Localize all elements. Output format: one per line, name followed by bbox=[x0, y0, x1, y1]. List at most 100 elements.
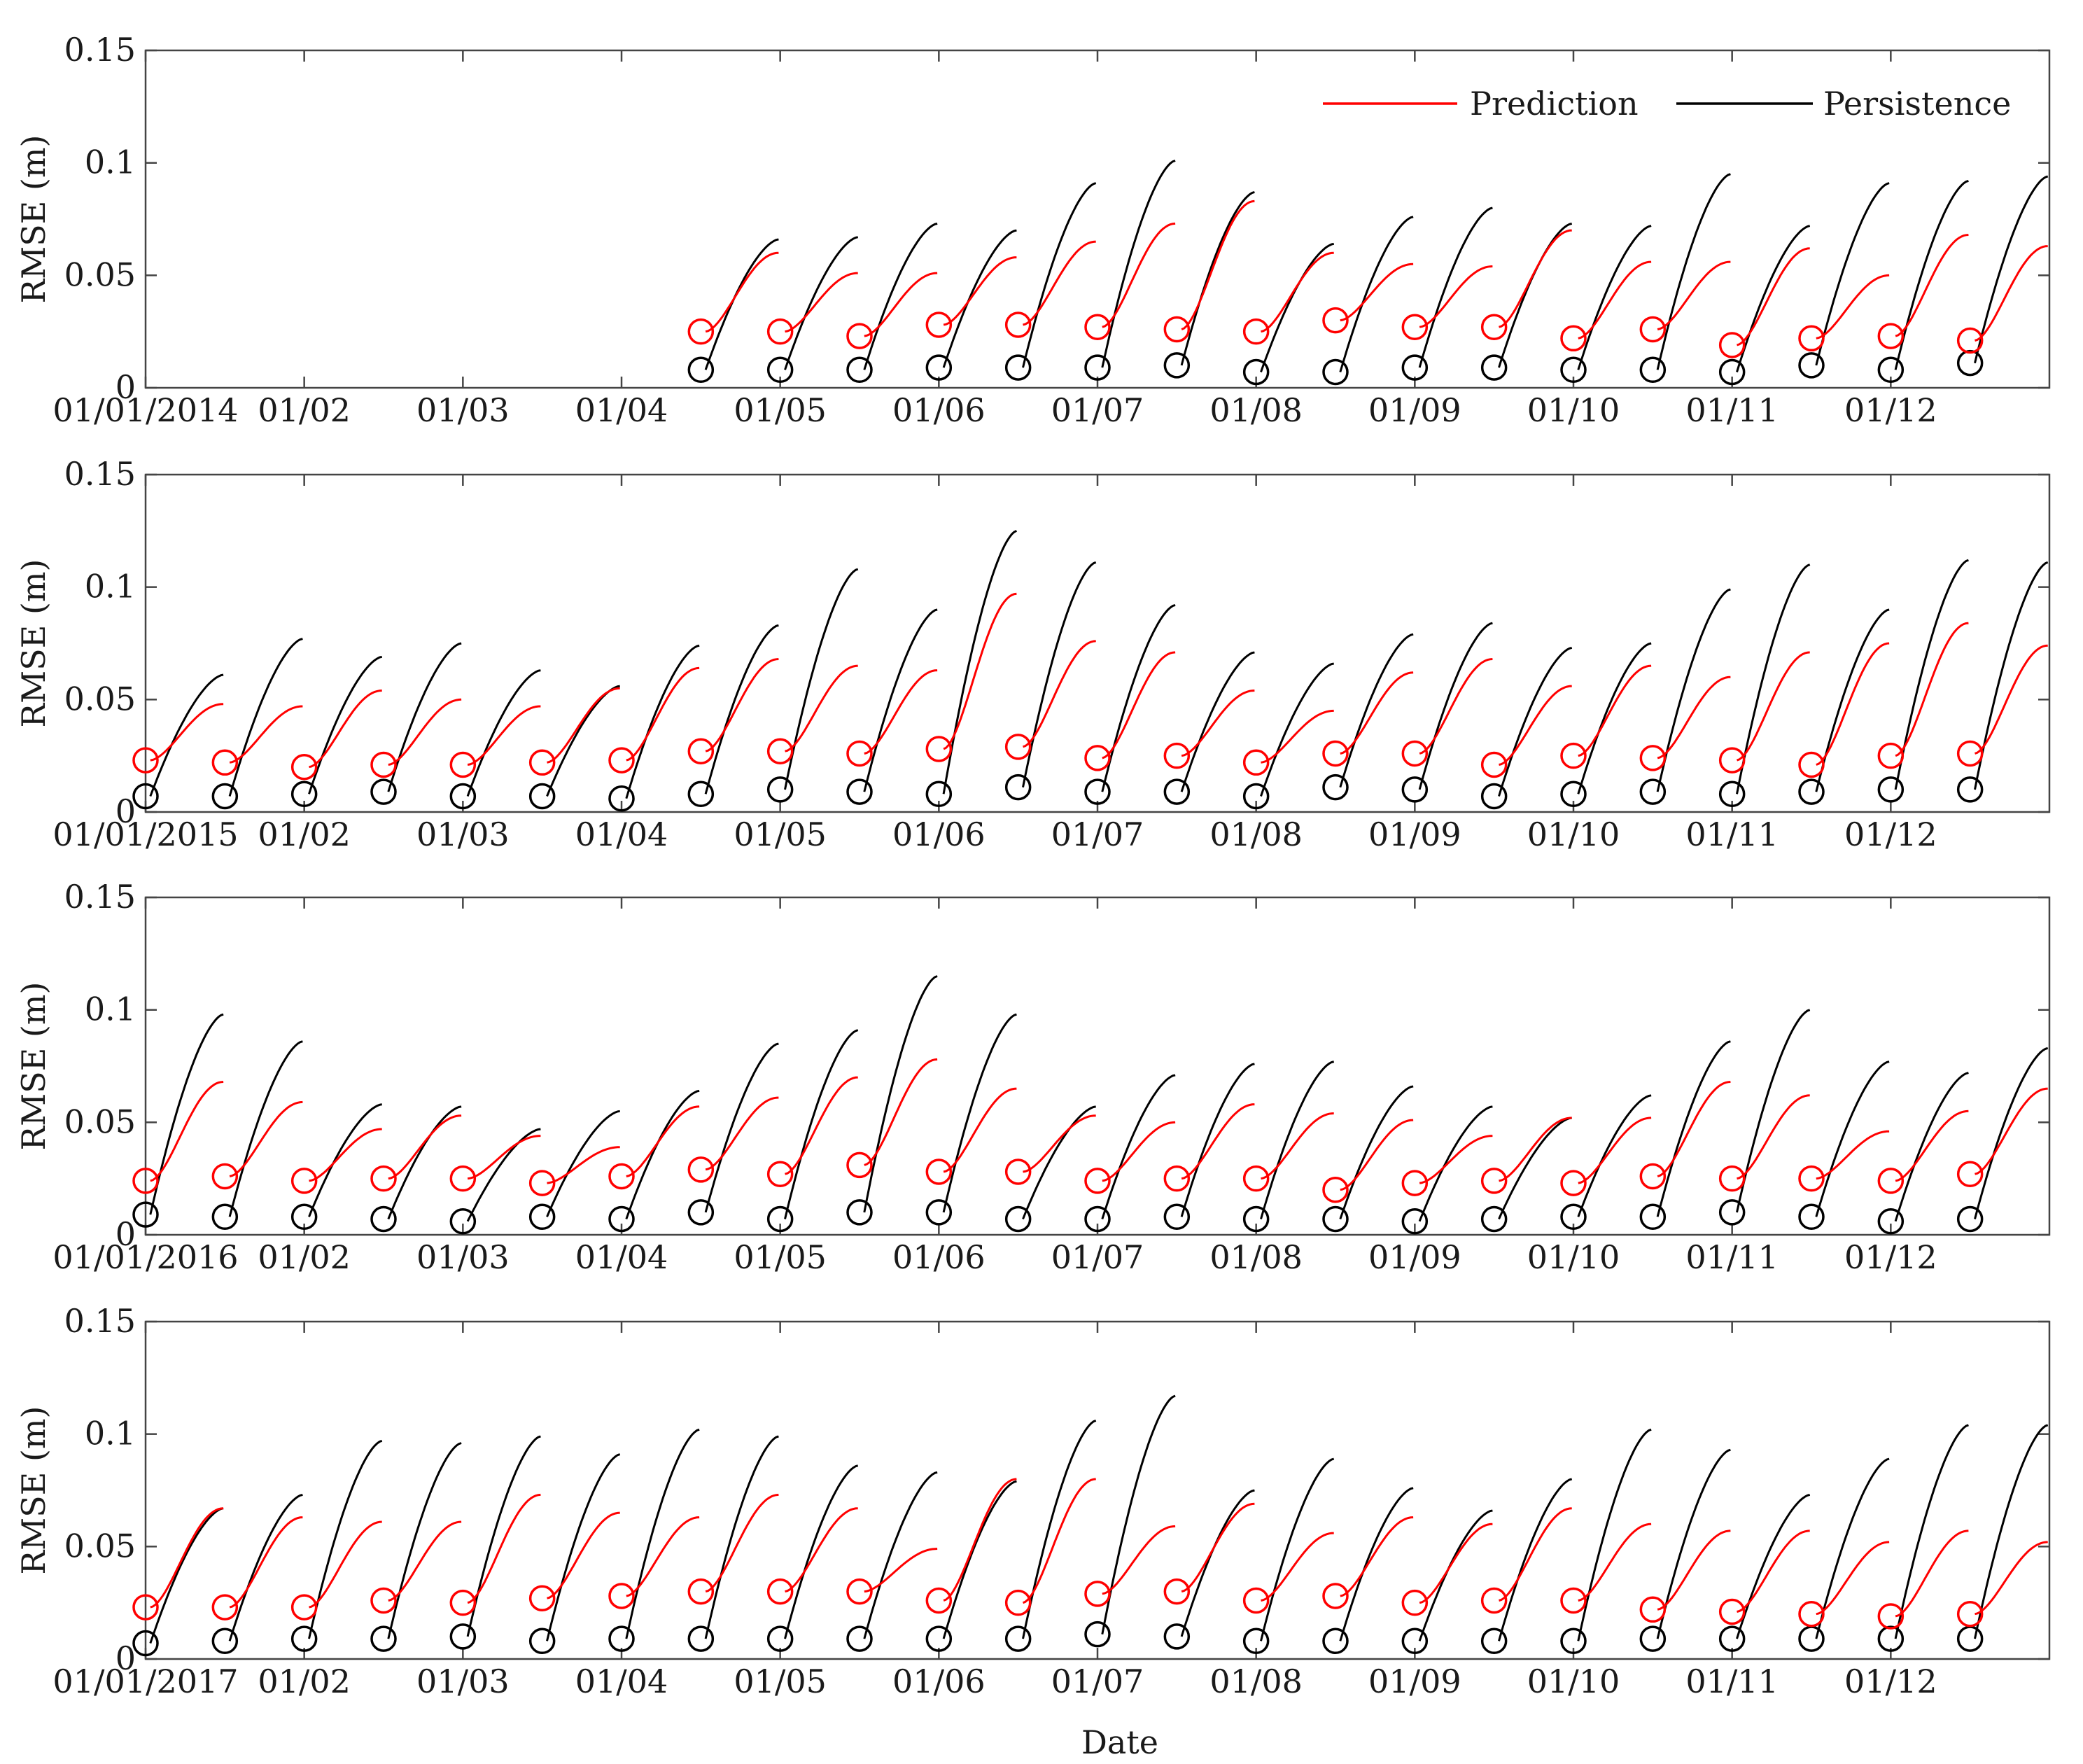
persistence-line bbox=[625, 644, 700, 799]
persistence-marker bbox=[1877, 356, 1905, 384]
prediction-line bbox=[229, 1516, 303, 1609]
persistence-marker bbox=[608, 785, 635, 812]
prediction-marker bbox=[1877, 1168, 1905, 1194]
persistence-marker bbox=[608, 1205, 635, 1233]
prediction-line bbox=[1975, 1087, 2048, 1175]
persistence-marker bbox=[1798, 778, 1825, 805]
persistence-marker bbox=[528, 1203, 556, 1231]
prediction-marker bbox=[1877, 742, 1905, 769]
persistence-marker bbox=[925, 354, 953, 381]
persistence-marker bbox=[449, 783, 477, 810]
persistence-line bbox=[1339, 216, 1414, 372]
prediction-line bbox=[1895, 1530, 1969, 1618]
persistence-marker bbox=[1956, 1625, 1984, 1652]
persistence-marker bbox=[1480, 1205, 1508, 1233]
persistence-line bbox=[1894, 559, 1969, 790]
prediction-marker bbox=[1322, 1176, 1349, 1203]
persistence-marker bbox=[1004, 1205, 1032, 1233]
persistence-marker bbox=[846, 778, 873, 805]
prediction-line bbox=[943, 1087, 1017, 1173]
persistence-line bbox=[1339, 633, 1414, 788]
prediction-marker bbox=[1956, 1600, 1984, 1628]
x-tick-label: 01/09 bbox=[1368, 1238, 1461, 1276]
persistence-marker bbox=[846, 356, 873, 384]
persistence-line bbox=[1577, 642, 1652, 794]
prediction-marker bbox=[1163, 742, 1191, 769]
persistence-line bbox=[1974, 175, 2049, 364]
prediction-line bbox=[229, 705, 303, 764]
panel-2014: 0 0.05 0.1 0.15 01/01/2014 01/02 01/03 01/04 01/… bbox=[15, 31, 2051, 429]
prediction-marker bbox=[1242, 749, 1270, 776]
persistence-line bbox=[784, 568, 859, 790]
prediction-marker bbox=[1163, 1578, 1191, 1605]
prediction-marker bbox=[1401, 740, 1429, 767]
persistence-marker bbox=[1242, 1205, 1270, 1233]
prediction-line bbox=[705, 1493, 779, 1593]
persistence-marker bbox=[687, 356, 715, 384]
y-axis-label: RMSE (m) bbox=[15, 559, 52, 728]
y-axis-label: RMSE (m) bbox=[15, 135, 52, 304]
prediction-marker bbox=[1084, 314, 1111, 340]
prediction-marker bbox=[211, 1594, 239, 1620]
persistence-line bbox=[1418, 1509, 1493, 1642]
prediction-line bbox=[1261, 1112, 1334, 1180]
prediction-line bbox=[785, 272, 858, 333]
prediction-line bbox=[150, 1081, 224, 1182]
prediction-marker bbox=[1718, 747, 1746, 774]
persistence-marker bbox=[1877, 776, 1905, 803]
prediction-line bbox=[1181, 1103, 1255, 1180]
x-tick-label: 01/07 bbox=[1051, 1662, 1144, 1700]
prediction-line bbox=[467, 705, 541, 766]
y-tick-label: 0 bbox=[115, 1215, 136, 1253]
prediction-line bbox=[626, 666, 700, 762]
prediction-line bbox=[1023, 240, 1096, 326]
persistence-line bbox=[1101, 1074, 1176, 1219]
persistence-marker bbox=[1718, 1625, 1746, 1652]
prediction-line bbox=[1419, 658, 1493, 755]
prediction-marker bbox=[1084, 745, 1111, 771]
persistence-marker bbox=[1718, 780, 1746, 808]
persistence-line bbox=[1498, 1116, 1572, 1220]
prediction-line bbox=[1181, 690, 1255, 757]
x-tick-label: 01/09 bbox=[1368, 816, 1461, 853]
x-tick-label: 01/11 bbox=[1685, 1238, 1779, 1276]
persistence-line bbox=[942, 1480, 1017, 1639]
x-tick-label: 01/08 bbox=[1209, 1238, 1303, 1276]
prediction-line bbox=[1102, 222, 1176, 328]
persistence-marker bbox=[211, 1203, 239, 1231]
x-tick-label: 01/03 bbox=[416, 816, 510, 853]
prediction-marker bbox=[766, 738, 794, 764]
persistence-line bbox=[1260, 242, 1335, 372]
panel-2016: 0 0.05 0.1 0.15 01/01/2016 01/02 01/03 01/04 01/… bbox=[15, 878, 2051, 1276]
persistence-marker bbox=[766, 356, 794, 384]
prediction-marker bbox=[1004, 734, 1032, 760]
persistence-marker bbox=[925, 1625, 953, 1652]
prediction-marker bbox=[1242, 318, 1270, 345]
prediction-marker bbox=[290, 1168, 318, 1194]
persistence-line bbox=[466, 1128, 541, 1222]
prediction-marker bbox=[608, 1583, 635, 1609]
prediction-marker bbox=[608, 747, 635, 774]
y-tick-label: 0.15 bbox=[64, 878, 136, 916]
y-tick-label: 0 bbox=[115, 1639, 136, 1677]
prediction-line bbox=[309, 690, 382, 769]
persistence-marker bbox=[1877, 1625, 1905, 1652]
plot-frame bbox=[144, 473, 2051, 813]
x-tick-label: 01/06 bbox=[892, 816, 986, 853]
legend: Prediction Persistence bbox=[1323, 85, 2011, 122]
persistence-line bbox=[466, 1435, 541, 1637]
legend-prediction-label: Prediction bbox=[1470, 85, 1639, 122]
prediction-marker bbox=[1639, 316, 1667, 343]
y-tick-label: 0.1 bbox=[85, 990, 136, 1028]
prediction-line bbox=[1895, 234, 1969, 337]
persistence-marker bbox=[687, 780, 715, 808]
persistence-line bbox=[625, 1089, 700, 1220]
x-tick-label: 01/12 bbox=[1844, 391, 1937, 429]
prediction-marker bbox=[1560, 742, 1587, 769]
prediction-marker bbox=[1560, 1587, 1587, 1614]
persistence-marker bbox=[1004, 774, 1032, 801]
persistence-marker bbox=[1480, 783, 1508, 810]
prediction-marker bbox=[687, 1156, 715, 1183]
prediction-line bbox=[1975, 245, 2048, 342]
persistence-marker bbox=[1798, 1203, 1825, 1231]
